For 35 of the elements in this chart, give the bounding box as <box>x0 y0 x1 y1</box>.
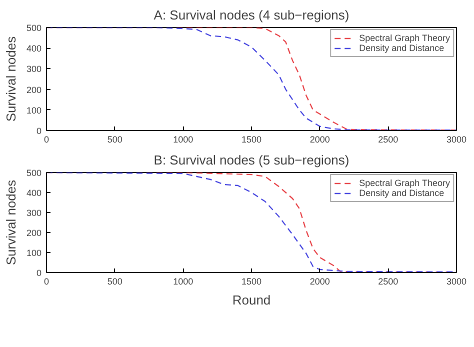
y-axis-title: Survival nodes <box>3 36 18 122</box>
x-tick-label: 2500 <box>378 134 398 144</box>
x-tick-label: 0 <box>44 276 50 286</box>
legend-label: Spectral Graph Theory <box>359 33 450 43</box>
x-axis-title: Round <box>232 292 271 308</box>
y-tick-label: 300 <box>26 64 42 74</box>
y-tick-label: 300 <box>26 208 42 218</box>
x-tick-label: 1500 <box>241 276 262 286</box>
x-tick-label: 500 <box>107 276 122 286</box>
x-tick-label: 0 <box>44 134 50 144</box>
legend-label: Spectral Graph Theory <box>359 178 450 188</box>
y-tick-label: 100 <box>26 248 42 258</box>
x-tick-label: 3000 <box>446 134 467 144</box>
x-tick-label: 2000 <box>310 134 330 144</box>
x-tick-label: 3000 <box>446 276 467 286</box>
y-tick-label: 200 <box>26 228 42 238</box>
y-tick-label: 0 <box>36 126 42 136</box>
x-tick-label: 2500 <box>378 276 398 286</box>
y-tick-label: 0 <box>36 268 42 278</box>
y-tick-label: 500 <box>26 23 42 33</box>
x-tick-label: 1000 <box>173 134 194 144</box>
x-tick-label: 1000 <box>173 276 194 286</box>
x-tick-label: 2000 <box>310 276 330 286</box>
y-tick-label: 200 <box>26 84 42 95</box>
y-tick-label: 400 <box>26 44 42 54</box>
y-tick-label: 400 <box>26 188 42 198</box>
chart-title: B: Survival nodes (5 sub−regions) <box>154 152 350 168</box>
y-axis-title: Survival nodes <box>3 179 18 266</box>
y-tick-label: 500 <box>26 168 42 178</box>
y-tick-label: 100 <box>26 105 42 116</box>
legend-label: Density and Distance <box>359 43 444 53</box>
legend-label: Density and Distance <box>359 188 444 198</box>
x-tick-label: 500 <box>107 134 122 144</box>
chart-title: A: Survival nodes (4 sub−regions) <box>154 8 350 22</box>
x-tick-label: 1500 <box>241 134 262 144</box>
